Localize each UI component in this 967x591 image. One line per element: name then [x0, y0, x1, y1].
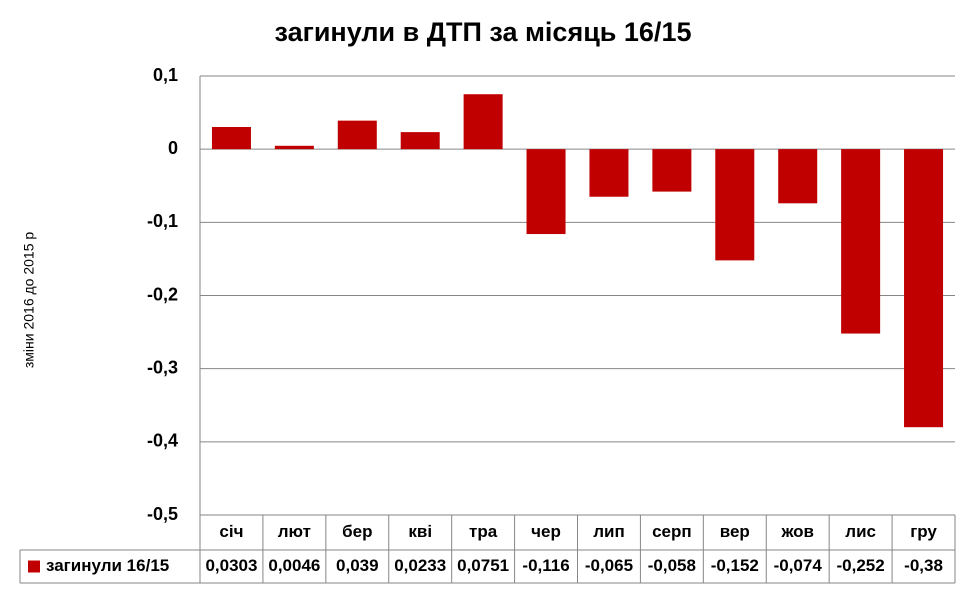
table-value: -0,252	[837, 556, 885, 575]
y-tick-label: 0,1	[153, 65, 178, 85]
table-value: 0,039	[336, 556, 379, 575]
y-tick-label: -0,2	[147, 284, 178, 304]
x-tick-label: лип	[593, 522, 625, 541]
table-value: 0,0303	[205, 556, 257, 575]
y-tick-label: -0,1	[147, 211, 178, 231]
x-tick-label: гру	[910, 522, 937, 541]
y-tick-label: -0,5	[147, 504, 178, 524]
bar	[463, 94, 503, 150]
x-tick-label: чер	[531, 522, 561, 541]
table-value: -0,065	[585, 556, 633, 575]
bar	[274, 145, 314, 150]
table-value: -0,058	[648, 556, 696, 575]
table-value: -0,38	[904, 556, 943, 575]
x-tick-label: вер	[720, 522, 750, 541]
x-tick-label: кві	[408, 522, 432, 541]
y-tick-label: 0	[168, 138, 178, 158]
bar	[400, 132, 440, 150]
bar	[841, 149, 881, 334]
chart-title: загинули в ДТП за місяць 16/15	[275, 17, 692, 47]
y-tick-label: -0,3	[147, 357, 178, 377]
bar	[652, 149, 692, 192]
table-value: 0,0751	[457, 556, 509, 575]
x-tick-label: серп	[652, 522, 692, 541]
bar	[211, 126, 251, 150]
y-tick-label: -0,4	[147, 431, 178, 451]
bar	[526, 149, 566, 235]
bar	[778, 149, 818, 204]
x-tick-label: лис	[845, 522, 876, 541]
legend-swatch	[28, 560, 40, 573]
bar	[589, 149, 629, 197]
bar	[337, 120, 377, 150]
x-tick-label: лют	[278, 522, 311, 541]
table-value: 0,0046	[268, 556, 320, 575]
x-tick-label: бер	[342, 522, 372, 541]
bar	[715, 149, 755, 261]
table-value: -0,116	[522, 556, 569, 575]
x-tick-label: жов	[780, 522, 813, 541]
table-value: 0,0233	[394, 556, 446, 575]
table-value: -0,152	[711, 556, 759, 575]
y-axis-title: зміни 2016 до 2015 р	[21, 232, 37, 369]
x-tick-label: січ	[219, 522, 243, 541]
legend-label: загинули 16/15	[46, 556, 169, 575]
x-tick-label: тра	[469, 522, 498, 541]
table-value: -0,074	[774, 556, 823, 575]
bar	[904, 149, 944, 428]
